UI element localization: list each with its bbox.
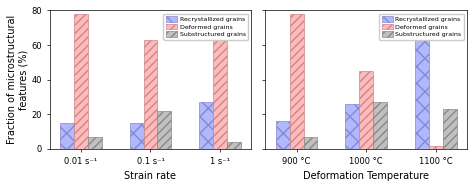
- Bar: [276, 121, 290, 149]
- Bar: [345, 104, 359, 149]
- Bar: [129, 123, 144, 149]
- Bar: [359, 71, 373, 149]
- Bar: [144, 40, 157, 149]
- Bar: [415, 19, 429, 149]
- Bar: [429, 146, 443, 149]
- Bar: [227, 142, 241, 149]
- Legend: Recrystallized grains, Deformed grains, Substructured grains: Recrystallized grains, Deformed grains, …: [164, 14, 248, 40]
- Bar: [74, 14, 88, 149]
- Bar: [373, 102, 387, 149]
- Bar: [303, 137, 318, 149]
- Bar: [290, 14, 303, 149]
- Bar: [157, 111, 172, 149]
- Legend: Recrystallized grains, Deformed grains, Substructured grains: Recrystallized grains, Deformed grains, …: [379, 14, 464, 40]
- X-axis label: Strain rate: Strain rate: [125, 171, 176, 181]
- X-axis label: Deformation Temperature: Deformation Temperature: [303, 171, 429, 181]
- Y-axis label: Fraction of microstructural
features (%): Fraction of microstructural features (%): [7, 15, 28, 144]
- Bar: [88, 137, 102, 149]
- Bar: [199, 102, 213, 149]
- Bar: [443, 109, 456, 149]
- Bar: [213, 31, 227, 149]
- Bar: [60, 123, 74, 149]
